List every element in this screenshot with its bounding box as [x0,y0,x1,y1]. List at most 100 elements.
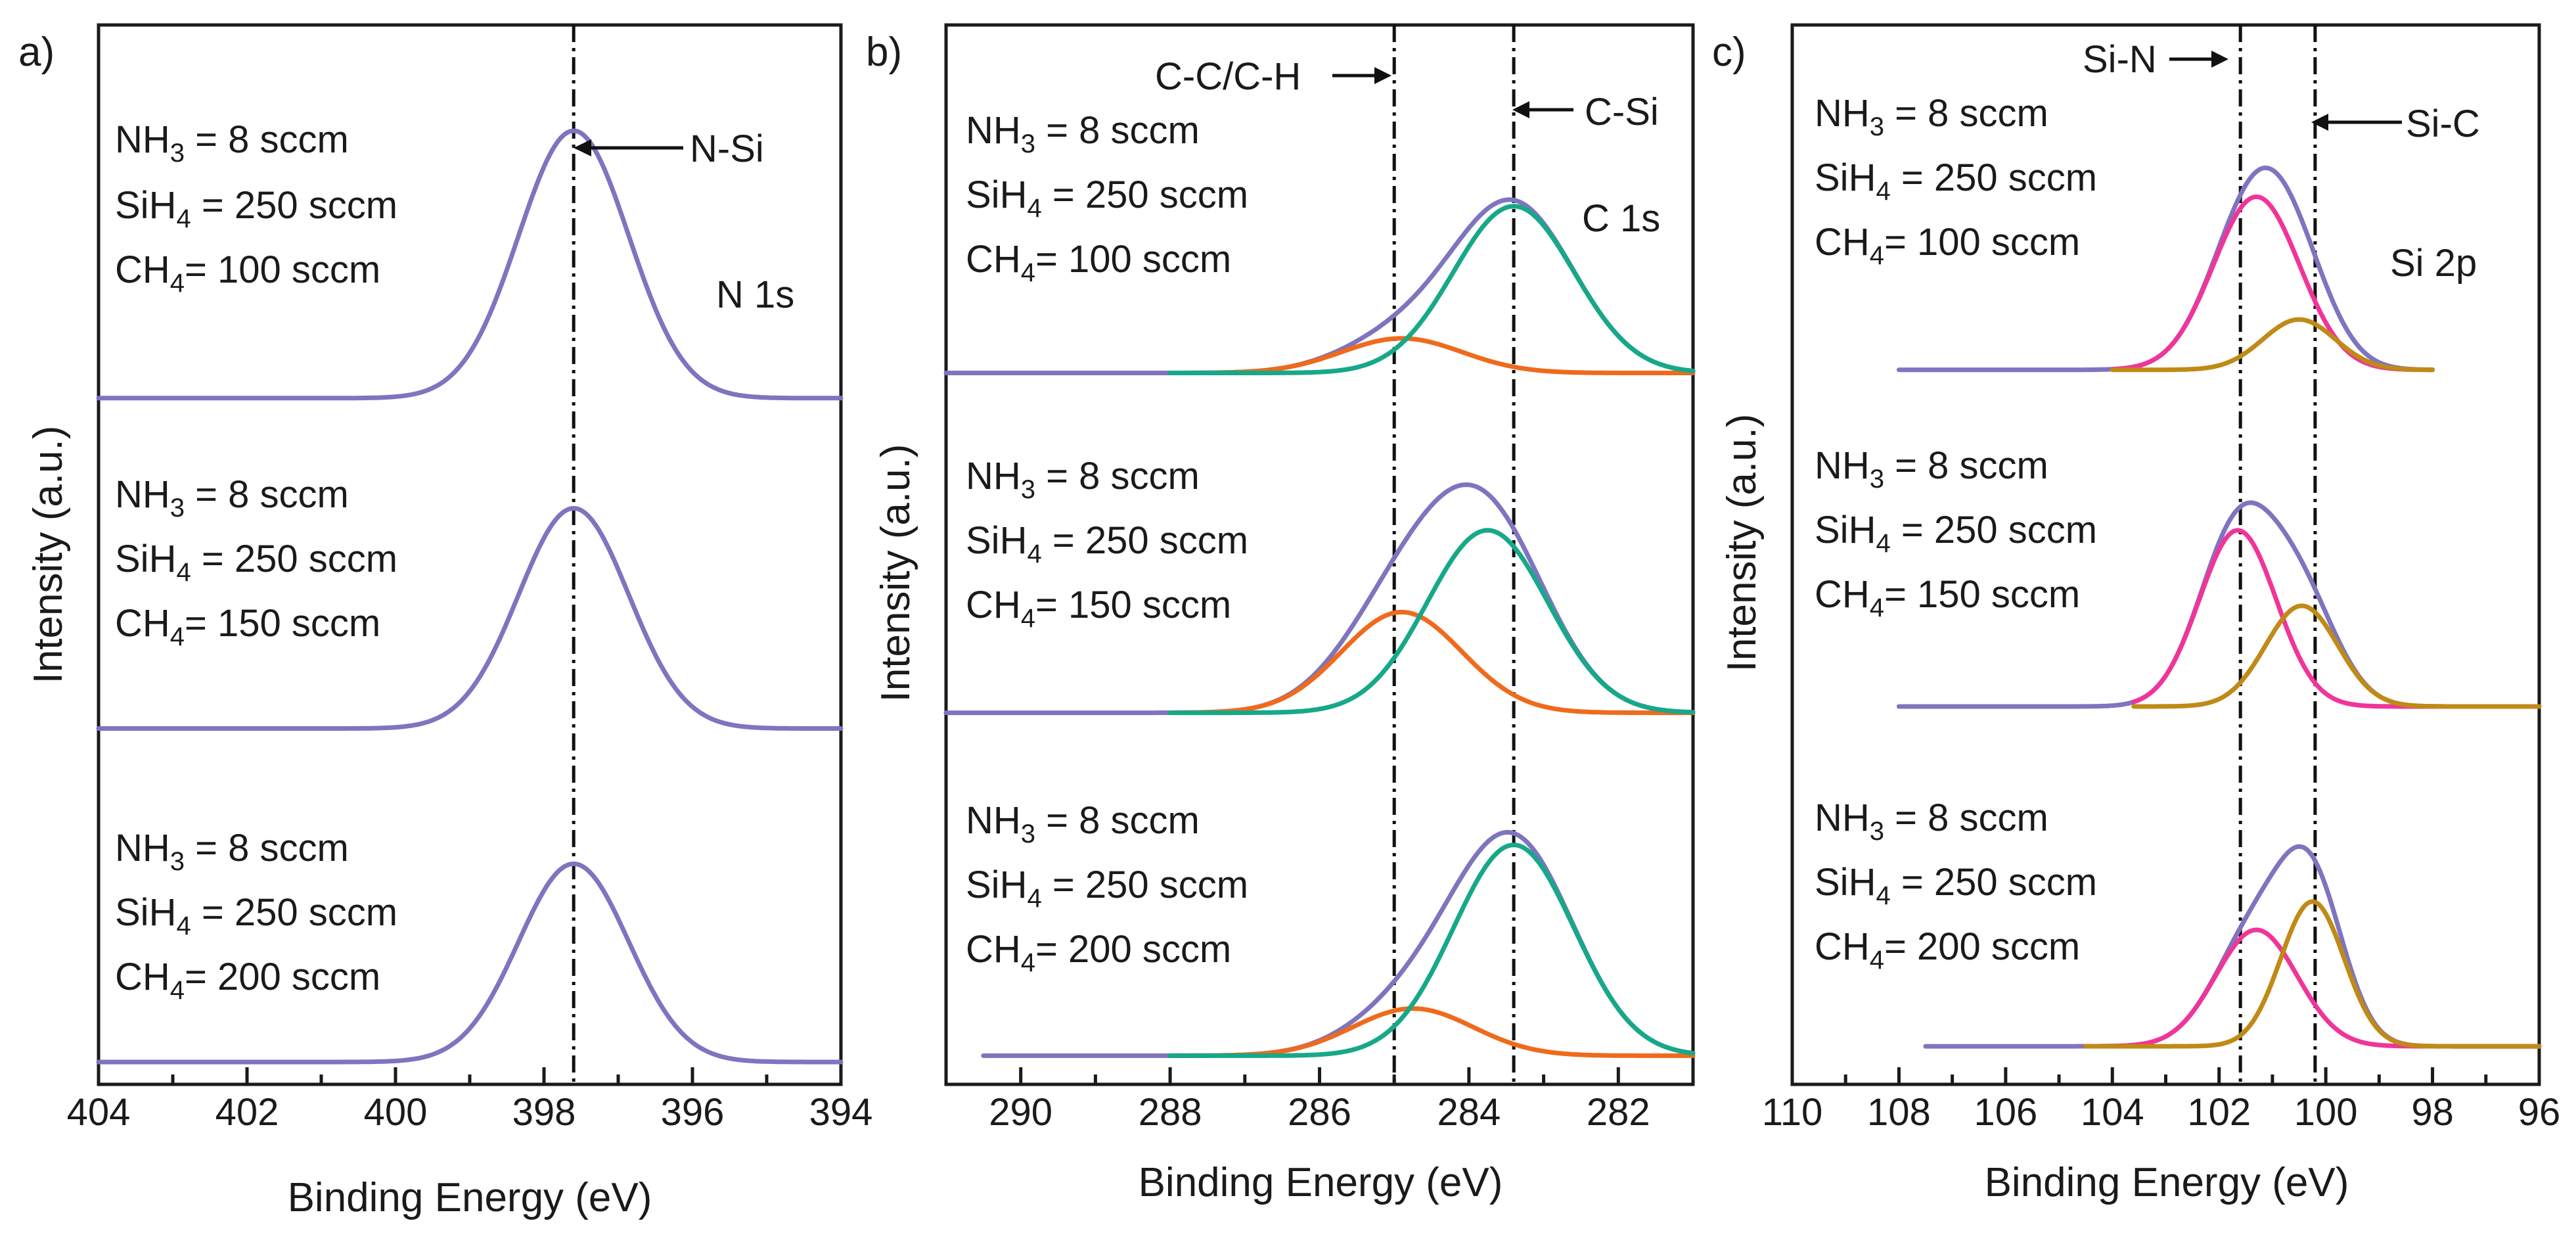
svg-text:SiH4 = 250 sccm: SiH4 = 250 sccm [1815,861,2097,910]
panel-b-curves [943,197,1696,1058]
panel-b-conditions-3: NH3 = 8 sccm SiH4 = 250 sccm CH4= 200 sc… [966,799,1248,977]
svg-text:NH3 = 8 sccm: NH3 = 8 sccm [115,473,349,522]
panel-b: 290 288 286 284 282 b) Binding Energy (eV) I… [866,23,1696,1205]
panel-c-curves [1896,165,2542,1049]
panel-a-xlabel: Binding Energy (eV) [288,1175,652,1220]
panel-a-letter: a) [18,30,55,75]
panel-c-tick-labels: 110 108 106 104 102 100 98 96 [1762,1091,2560,1134]
svg-text:NH3 = 8 sccm: NH3 = 8 sccm [1815,797,2048,846]
svg-text:CH4= 150 sccm: CH4= 150 sccm [966,584,1231,633]
panel-b-letter: b) [866,30,902,75]
svg-text:CH4= 200 sccm: CH4= 200 sccm [115,956,380,1005]
panel-c-tick-label: 108 [1867,1091,1931,1134]
panel-c-core-level: Si 2p [2390,242,2477,285]
panel-b-csi-arrowhead [1512,101,1529,118]
svg-text:SiH4 = 250 sccm: SiH4 = 250 sccm [966,864,1248,913]
panel-c-tick-label: 98 [2411,1091,2454,1134]
panel-a-conditions-2: NH3 = 8 sccm SiH4 = 250 sccm CH4= 150 sc… [115,473,397,651]
svg-text:SiH4 = 250 sccm: SiH4 = 250 sccm [115,891,397,940]
panel-a-curves [96,128,844,1065]
svg-text:NH3 = 8 sccm: NH3 = 8 sccm [1815,92,2048,141]
panel-b-conditions-1: NH3 = 8 sccm SiH4 = 250 sccm CH4= 100 sc… [966,109,1248,287]
svg-text:SiH4 = 250 sccm: SiH4 = 250 sccm [966,173,1248,223]
panel-c-tick-label: 100 [2294,1091,2358,1134]
panel-c-tick-label: 102 [2187,1091,2251,1134]
panel-c-tick-label: 106 [1974,1091,2037,1134]
svg-text:SiH4 = 250 sccm: SiH4 = 250 sccm [115,538,397,587]
panel-c-conditions-3: NH3 = 8 sccm SiH4 = 250 sccm CH4= 200 sc… [1815,797,2097,975]
panel-c-sin-arrowhead [2211,51,2228,68]
panel-a-tick-labels: 404 402 400 398 396 394 [67,1091,873,1134]
svg-text:NH3 = 8 sccm: NH3 = 8 sccm [115,827,349,876]
panel-b-csi-label: C-Si [1585,91,1659,133]
panel-b-curve-c-si-6 [1167,528,1696,716]
panel-b-cc-label: C-C/C-H [1155,55,1301,98]
panel-c-tick-label: 96 [2518,1091,2561,1134]
svg-text:CH4= 200 sccm: CH4= 200 sccm [1815,925,2080,975]
panel-a-tick-label: 394 [809,1091,873,1134]
panel-b-curve-c-si-3 [1167,204,1696,375]
panel-a-curve-envelope-3 [96,862,844,1065]
panel-c-sin-label: Si-N [2083,38,2157,81]
panel-a-curve-envelope-1 [96,128,844,401]
panel-b-curve-c-c-c-h-5 [1167,609,1696,716]
panel-a-tick-label: 404 [67,1091,131,1134]
svg-text:CH4= 150 sccm: CH4= 150 sccm [1815,573,2080,622]
panel-c-sic-arrowhead [2311,114,2328,131]
panel-a: 404 402 400 398 396 394 a) Binding Energy (eV… [18,23,873,1220]
panel-c-letter: c) [1712,30,1746,75]
svg-text:CH4= 100 sccm: CH4= 100 sccm [115,248,380,298]
panel-a-tick-label: 396 [661,1091,725,1134]
panel-c-curve-si-c-3 [2110,317,2435,373]
svg-text:CH4= 100 sccm: CH4= 100 sccm [966,238,1231,287]
panel-b-tick-label: 286 [1288,1091,1351,1134]
panel-b-cc-arrowhead [1374,67,1391,84]
panel-c-curve-si-c-6 [2131,603,2542,709]
svg-text:NH3 = 8 sccm: NH3 = 8 sccm [966,109,1200,158]
panel-b-ticks [944,1067,1695,1084]
panel-c-conditions-1: NH3 = 8 sccm SiH4 = 250 sccm CH4= 100 sc… [1815,92,2097,270]
panel-b-core-level: C 1s [1582,197,1660,240]
panel-c-conditions-2: NH3 = 8 sccm SiH4 = 250 sccm CH4= 150 sc… [1815,444,2097,622]
panel-b-tick-label: 288 [1139,1091,1202,1134]
svg-text:NH3 = 8 sccm: NH3 = 8 sccm [966,799,1200,848]
svg-text:CH4= 200 sccm: CH4= 200 sccm [966,928,1231,977]
panel-c-sic-label: Si-C [2406,103,2480,145]
panel-a-conditions-3: NH3 = 8 sccm SiH4 = 250 sccm CH4= 200 sc… [115,827,397,1005]
panel-c-curve-si-n-8 [2083,927,2542,1049]
svg-text:NH3 = 8 sccm: NH3 = 8 sccm [115,118,349,168]
panel-a-conditions-1: NH3 = 8 sccm SiH4 = 250 sccm CH4= 100 sc… [115,118,397,298]
panel-c-refs [2238,25,2317,1084]
panel-a-nsi-arrowhead [574,139,591,156]
panel-c-tick-label: 104 [2081,1091,2144,1134]
svg-text:SiH4 = 250 sccm: SiH4 = 250 sccm [1815,156,2097,206]
panel-b-xlabel: Binding Energy (eV) [1139,1160,1503,1205]
panel-c-ylabel: Intensity (a.u.) [1719,414,1765,672]
panel-a-ticks [97,1067,843,1084]
panel-c-tick-label: 110 [1762,1091,1822,1134]
svg-text:NH3 = 8 sccm: NH3 = 8 sccm [966,455,1200,504]
panel-c-curve-si-n-2 [2110,194,2435,373]
panel-b-ylabel: Intensity (a.u.) [873,444,918,703]
svg-text:CH4= 150 sccm: CH4= 150 sccm [115,602,380,651]
panel-b-tick-labels: 290 288 286 284 282 [989,1091,1650,1134]
panel-c-ticks [1790,1067,2541,1084]
svg-text:NH3 = 8 sccm: NH3 = 8 sccm [1815,444,2048,494]
panel-a-core-level: N 1s [716,273,794,316]
panel-a-ylabel: Intensity (a.u.) [26,426,71,684]
panel-a-nsi-label: N-Si [690,127,764,170]
panel-b-conditions-2: NH3 = 8 sccm SiH4 = 250 sccm CH4= 150 sc… [966,455,1248,633]
panel-c: 110 108 106 104 102 100 98 96 c) Binding Energy… [1712,23,2560,1205]
panel-b-tick-label: 284 [1437,1091,1501,1134]
panel-b-curve-c-si-9 [1167,843,1696,1058]
svg-text:CH4= 100 sccm: CH4= 100 sccm [1815,221,2080,270]
panel-a-tick-label: 398 [512,1091,576,1134]
panel-a-curve-envelope-2 [96,506,844,731]
panel-b-curve-c-c-c-h-2 [1167,336,1696,375]
panel-c-curve-si-n-5 [2131,528,2542,709]
panel-b-curve-c-c-c-h-8 [1167,1006,1696,1058]
panel-a-tick-label: 402 [215,1091,279,1134]
panel-c-xlabel: Binding Energy (eV) [1985,1160,2349,1205]
svg-text:SiH4 = 250 sccm: SiH4 = 250 sccm [966,519,1248,568]
